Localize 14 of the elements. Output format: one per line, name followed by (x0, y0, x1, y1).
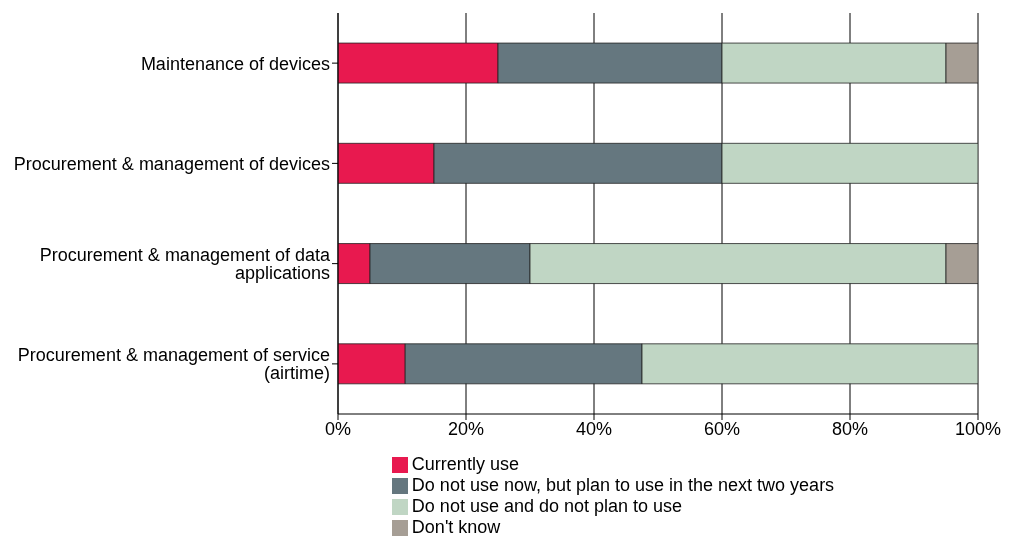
y-tick-label: Procurement & management of service (airtime) (17, 345, 330, 384)
x-tick-label: 100% (954, 418, 1002, 439)
x-tick-label: 60% (703, 418, 741, 439)
y-tick-label: Maintenance of devices (140, 53, 330, 74)
legend-label: Do not use and do not plan to use (411, 496, 683, 516)
x-tick-label: 20% (447, 418, 485, 439)
y-tick-label: Procurement & management of devices (13, 153, 330, 174)
x-tick-label: 80% (831, 418, 869, 439)
legend-label: Currently use (411, 454, 519, 474)
y-tick-label: Procurement & management of data applications (39, 245, 331, 284)
legend-label: Don't know (411, 517, 501, 537)
legend-label: Do not use now, but plan to use in the next two years (411, 475, 835, 495)
x-tick-label: 0% (324, 418, 352, 439)
x-tick-label: 40% (575, 418, 613, 439)
